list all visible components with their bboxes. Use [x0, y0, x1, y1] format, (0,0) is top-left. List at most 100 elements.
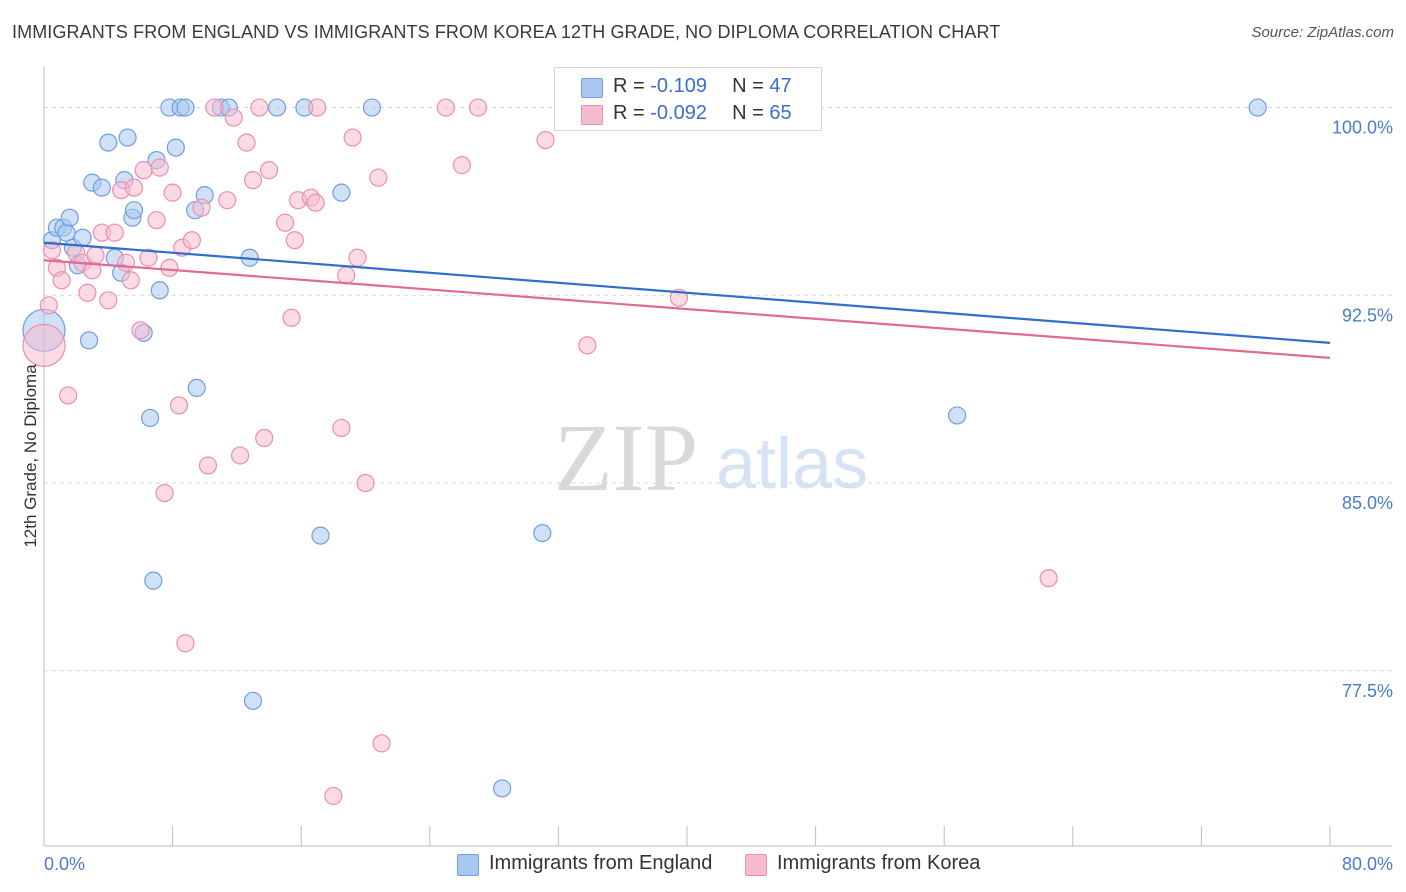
- point-england: [60, 208, 79, 227]
- point-korea: [324, 786, 343, 806]
- trendline-korea: [43, 259, 1331, 359]
- legend-korea-n-label: N =: [732, 102, 770, 124]
- point-england: [493, 779, 512, 798]
- y-tick-label: 77.5%: [1342, 681, 1393, 701]
- grid-lines: [44, 107, 1394, 672]
- point-korea: [452, 156, 472, 175]
- point-england: [140, 408, 160, 428]
- point-england: [533, 523, 552, 543]
- point-england: [243, 691, 263, 710]
- point-korea: [42, 241, 62, 260]
- point-korea: [282, 308, 301, 327]
- legend-england-r-label: R =: [613, 75, 651, 97]
- point-korea: [105, 223, 124, 242]
- point-korea: [250, 98, 269, 117]
- point-korea: [198, 456, 218, 475]
- point-korea: [348, 248, 367, 267]
- point-korea: [343, 128, 362, 147]
- point-england: [144, 571, 163, 590]
- point-england: [267, 98, 287, 117]
- point-korea: [306, 193, 325, 212]
- point-england: [332, 183, 351, 202]
- stats-legend: R = -0.109 N = 47 R = -0.092 N = 65: [554, 67, 822, 131]
- y-axis-label: 12th Grade, No Diploma: [21, 364, 40, 548]
- point-korea: [436, 98, 455, 117]
- point-korea: [259, 161, 279, 180]
- point-korea: [1039, 569, 1058, 588]
- series-korea-points: [22, 98, 1058, 806]
- point-korea: [121, 271, 140, 290]
- point-korea: [59, 386, 78, 405]
- x-tick-label: 80.0%: [1342, 854, 1393, 874]
- point-korea: [231, 446, 250, 465]
- bottom-legend-label-korea: Immigrants from Korea: [777, 852, 981, 874]
- point-korea: [536, 130, 555, 150]
- point-korea: [218, 191, 237, 210]
- legend-korea-r-label: R =: [613, 102, 651, 124]
- legend-swatch-korea: [581, 105, 603, 125]
- point-korea: [308, 98, 327, 117]
- point-england: [1248, 98, 1267, 117]
- point-england: [311, 526, 330, 545]
- point-korea: [52, 271, 71, 290]
- point-korea: [160, 258, 179, 277]
- bottom-legend-swatch-korea: [745, 854, 767, 876]
- point-korea: [337, 266, 356, 285]
- point-england: [947, 406, 967, 425]
- bottom-legend-swatch-england: [457, 854, 479, 876]
- legend-england-n-label: N =: [732, 75, 770, 97]
- axis-labels: 100.0% 92.5% 85.0% 77.5% 0.0% 80.0% 12th Grade…: [21, 118, 1393, 874]
- point-england: [362, 98, 382, 117]
- point-korea: [285, 231, 304, 250]
- trend-lines: [43, 241, 1331, 359]
- trendline-england: [43, 241, 1331, 344]
- chart-title: IMMIGRANTS FROM ENGLAND VS IMMIGRANTS FR…: [12, 22, 1001, 42]
- point-england: [187, 378, 206, 398]
- point-korea: [169, 396, 189, 415]
- point-england: [176, 98, 195, 117]
- watermark-atlas: atlas: [716, 424, 868, 504]
- watermark: ZIP atlas: [554, 404, 868, 511]
- point-korea: [356, 473, 375, 493]
- point-korea: [78, 283, 97, 302]
- legend-swatch-england: [581, 78, 603, 98]
- watermark-zip: ZIP: [554, 404, 698, 511]
- point-korea: [224, 108, 243, 127]
- legend-korea-r-value: -0.092: [650, 102, 707, 124]
- point-korea: [243, 171, 263, 190]
- point-korea: [276, 213, 295, 232]
- point-korea: [182, 231, 201, 250]
- point-korea: [176, 634, 195, 653]
- point-korea: [237, 133, 256, 152]
- point-korea: [116, 253, 136, 272]
- point-england: [92, 178, 111, 197]
- point-korea: [192, 198, 211, 217]
- point-korea: [205, 98, 224, 117]
- point-korea: [369, 168, 388, 187]
- axes: [43, 66, 1392, 847]
- point-korea: [39, 296, 58, 315]
- x-tick-label: 0.0%: [44, 854, 85, 874]
- point-korea: [468, 98, 488, 117]
- point-england: [166, 138, 185, 157]
- point-korea: [134, 161, 153, 180]
- point-korea: [150, 158, 169, 177]
- legend-england-n-value: 47: [769, 75, 792, 97]
- legend-korea-n-value: 65: [769, 102, 792, 124]
- point-korea: [578, 336, 597, 355]
- y-tick-label: 85.0%: [1342, 493, 1393, 513]
- point-england: [118, 128, 137, 147]
- y-tick-label: 92.5%: [1342, 305, 1393, 325]
- point-england: [99, 133, 118, 152]
- point-korea: [99, 291, 118, 310]
- point-korea: [163, 183, 182, 202]
- point-england: [150, 281, 169, 300]
- point-korea: [332, 418, 351, 438]
- y-tick-label: 100.0%: [1332, 118, 1393, 138]
- point-korea: [139, 248, 158, 267]
- point-korea: [147, 211, 166, 230]
- point-england: [124, 201, 144, 220]
- point-korea: [131, 321, 150, 340]
- source-label: Source: ZipAtlas.com: [1251, 24, 1394, 41]
